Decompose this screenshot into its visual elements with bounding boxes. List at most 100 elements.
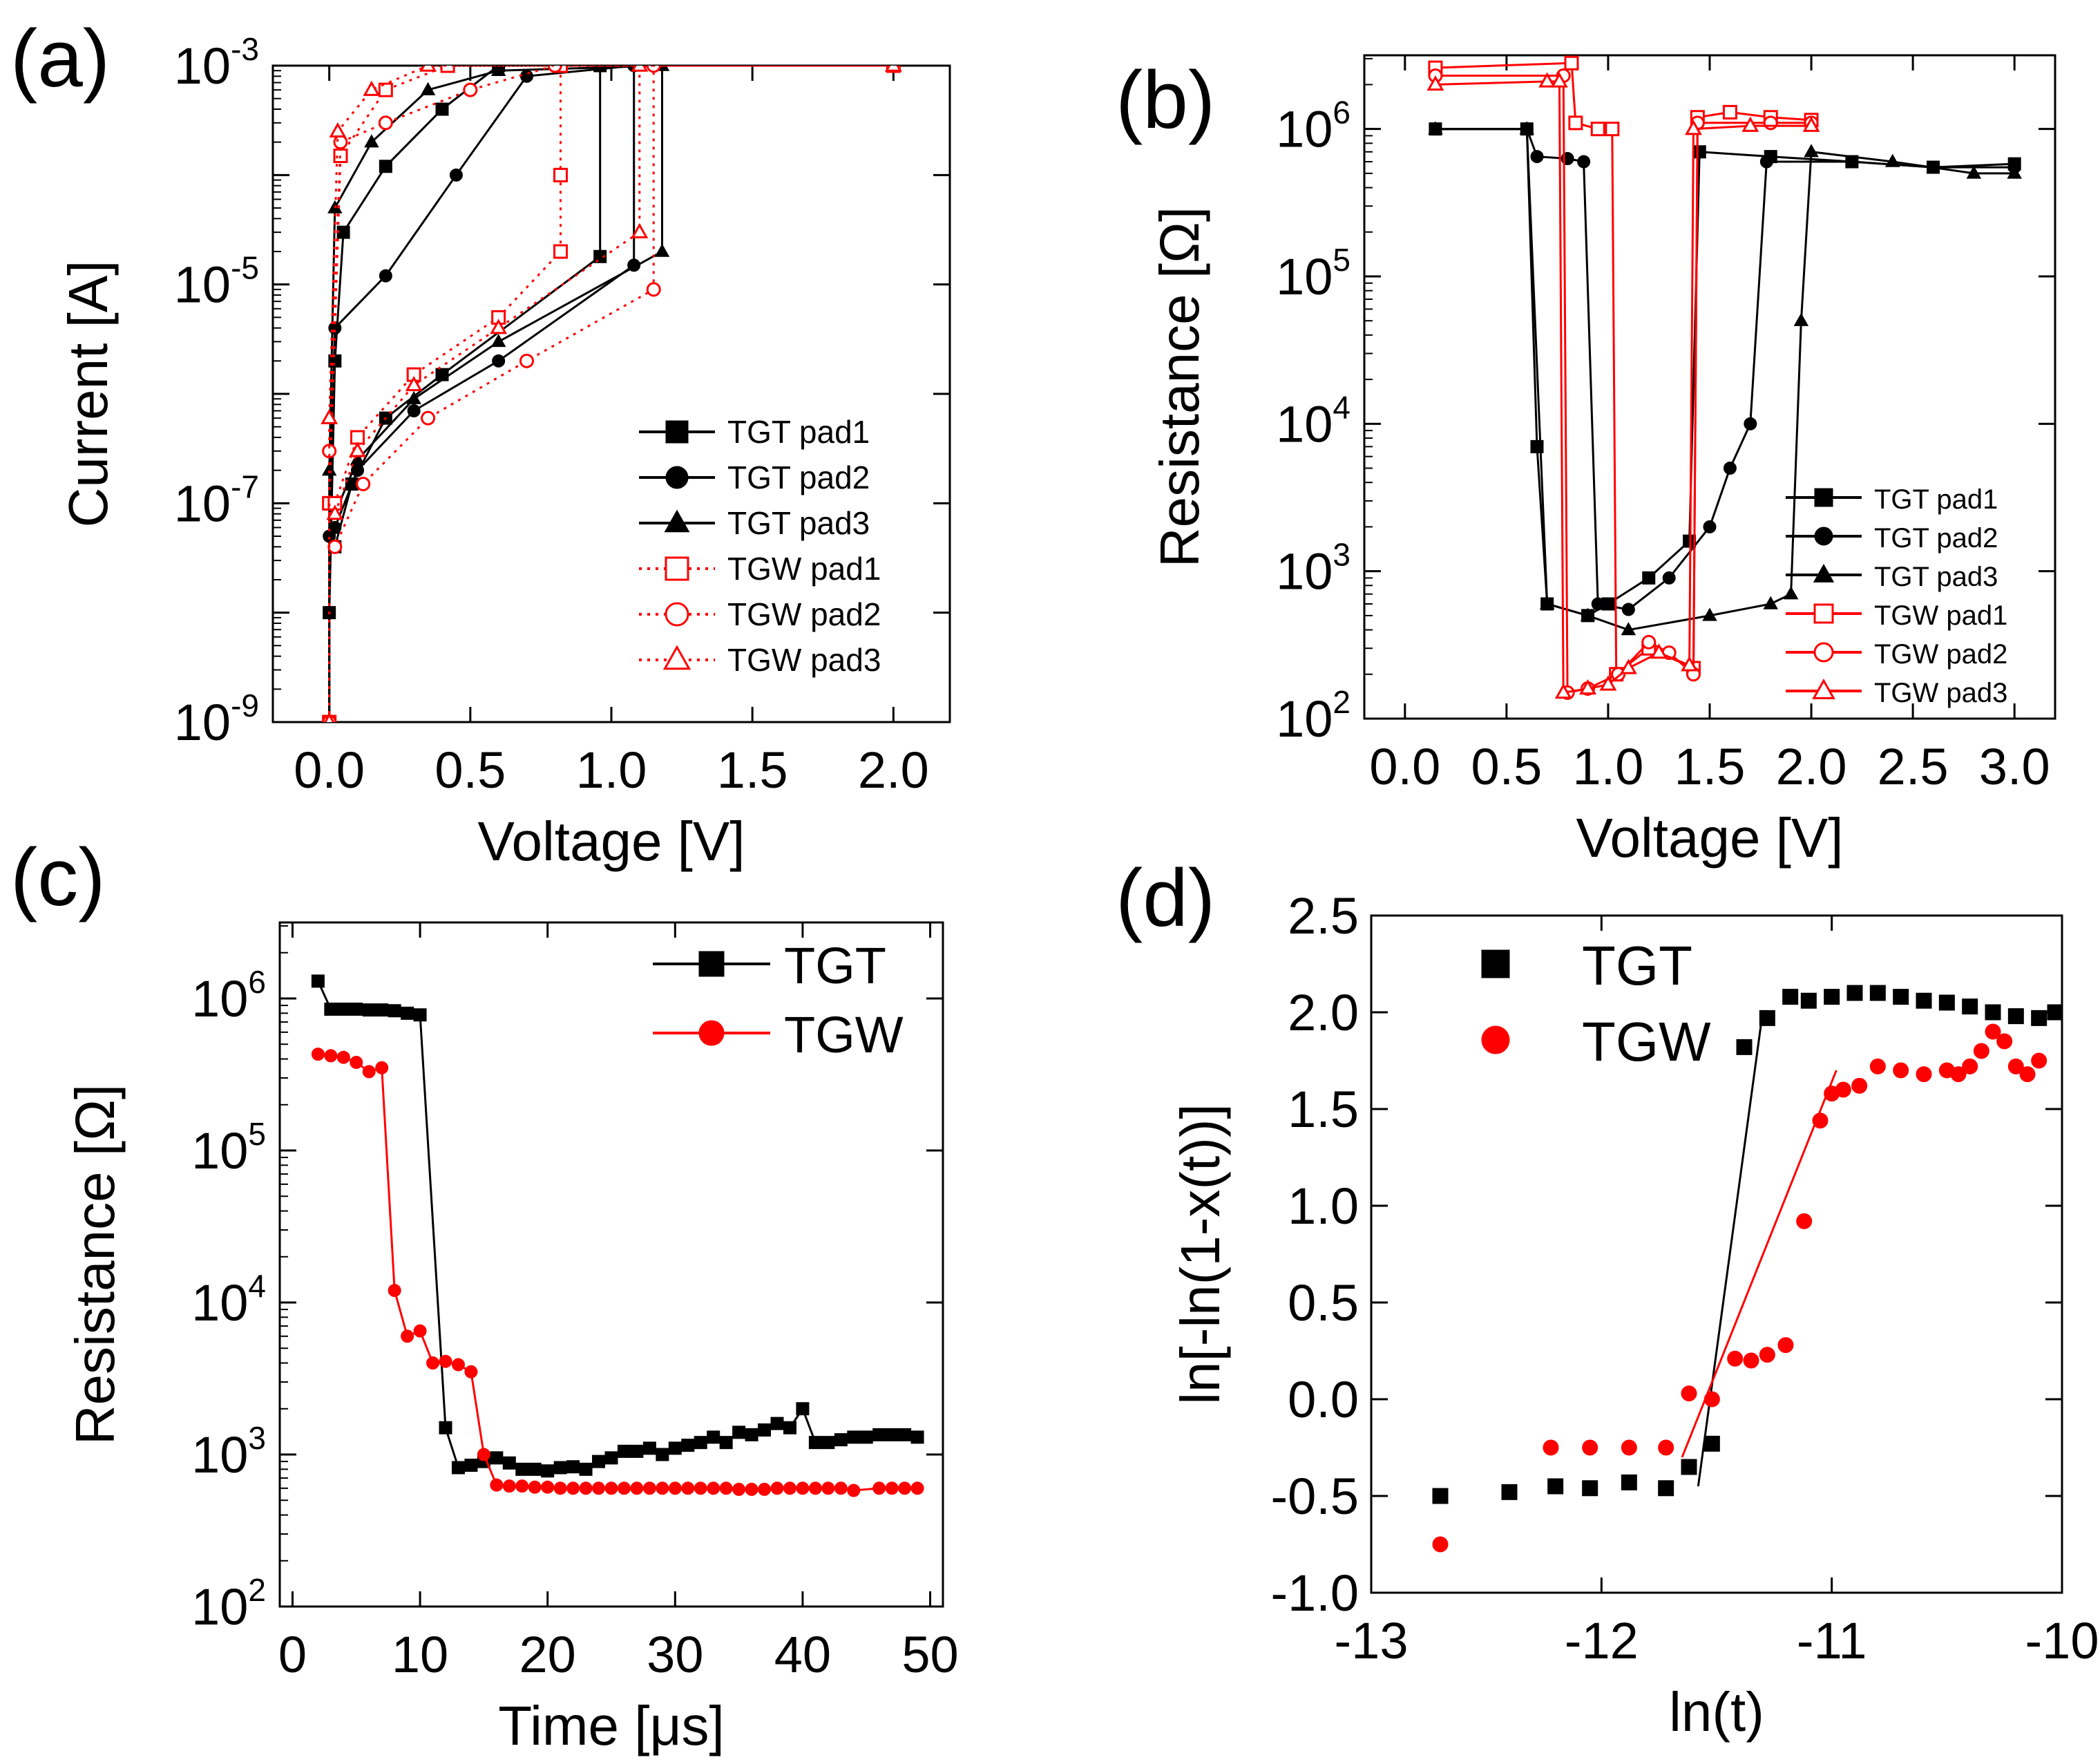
data-point: [451, 1358, 465, 1372]
data-point: [1744, 417, 1757, 430]
data-point: [1702, 607, 1717, 621]
legend-marker: [665, 556, 689, 581]
data-point: [1723, 462, 1737, 475]
legend-label: TGT pad1: [1874, 484, 1998, 515]
data-point: [1893, 989, 1909, 1005]
data-point: [388, 1004, 401, 1018]
legend-marker: [665, 602, 689, 627]
data-point: [420, 82, 436, 95]
series-tgt: [311, 974, 924, 1478]
data-point: [321, 408, 338, 424]
data-point: [1432, 1536, 1449, 1553]
data-point: [654, 243, 670, 257]
data-point: [1824, 989, 1840, 1005]
legend-label: TGT: [784, 937, 886, 994]
data-point: [311, 974, 325, 988]
data-point: [311, 1048, 325, 1061]
data-point: [681, 1481, 695, 1495]
data-point: [745, 1482, 758, 1496]
data-point: [421, 410, 436, 426]
x-tick-label: 40: [774, 1626, 831, 1683]
legend: TGT pad1 TGT pad2 TGT pad3 TGW pad1 TGW pad2…: [639, 414, 881, 678]
data-point: [694, 1481, 707, 1495]
data-point: [642, 1481, 656, 1495]
data-point: [1658, 1480, 1674, 1497]
panel-d-avrami-plot: (d) -13 -12 -11 -10 -1.0 -0.5 0.0 0.5 1.0 1.5 2.0 2.…: [1116, 853, 2099, 1743]
data-point: [321, 462, 337, 476]
data-point: [796, 1481, 810, 1495]
legend-label: TGW: [784, 1006, 904, 1063]
y-tick-label: 2.0: [1288, 984, 1359, 1041]
legend-label: TGT pad3: [1874, 562, 1998, 592]
x-tick-label: 2.5: [1878, 738, 1949, 795]
series-tgw-pad1: [1428, 55, 1819, 682]
data-point: [1743, 1352, 1759, 1369]
data-point: [322, 444, 337, 459]
data-point: [1641, 634, 1657, 650]
data-point: [898, 1428, 912, 1441]
data-point: [515, 1479, 529, 1493]
data-point: [375, 1061, 389, 1074]
data-point: [1985, 1004, 2001, 1021]
data-point: [336, 1003, 350, 1016]
data-point: [1800, 992, 1817, 1009]
x-tick-label: 0: [278, 1626, 307, 1683]
data-point: [631, 66, 649, 72]
data-point: [440, 66, 455, 73]
data-point: [350, 430, 365, 445]
legend-marker: [1814, 527, 1833, 546]
data-point: [770, 1417, 784, 1430]
data-point: [1577, 155, 1591, 169]
legend-marker: [1481, 949, 1510, 978]
data-point: [547, 66, 562, 73]
data-point: [1662, 571, 1676, 585]
data-point: [1621, 1474, 1637, 1490]
data-point: [1685, 120, 1702, 135]
y-tick-label: 103: [1276, 537, 1350, 600]
data-point: [872, 1428, 886, 1441]
data-point: [2019, 1066, 2036, 1083]
x-tick-label: 2.0: [858, 741, 929, 799]
data-point: [566, 1460, 580, 1474]
data-point: [719, 1436, 733, 1450]
data-point: [350, 1003, 363, 1016]
data-point: [1804, 144, 1819, 158]
data-point: [1996, 1033, 2013, 1050]
series-line: [1435, 75, 1812, 694]
data-point: [1727, 1350, 1744, 1367]
x-axis-label: Voltage [V]: [478, 811, 745, 872]
data-point: [604, 1481, 618, 1495]
data-point: [1759, 1347, 1775, 1363]
legend-marker: [1814, 488, 1833, 507]
y-tick-label: -0.5: [1270, 1468, 1359, 1525]
series-tgt: [1432, 985, 2062, 1504]
x-tick-label: 20: [519, 1626, 576, 1683]
x-tick-label: 0.0: [294, 741, 365, 799]
data-point: [1796, 1213, 1813, 1229]
data-point: [1543, 1439, 1559, 1456]
data-point: [336, 1050, 350, 1064]
data-point: [463, 82, 478, 97]
x-tick-label: -12: [1565, 1612, 1639, 1669]
data-point: [1538, 72, 1556, 88]
data-point: [378, 115, 393, 131]
data-point: [451, 1461, 465, 1475]
data-point: [1869, 1058, 1886, 1074]
y-tick-label: 10-3: [174, 31, 259, 95]
data-point: [1554, 683, 1572, 699]
x-tick-label: 0.0: [1369, 738, 1440, 795]
data-point: [1547, 1478, 1564, 1495]
data-point: [2007, 1058, 2024, 1074]
data-point: [1950, 1066, 1967, 1083]
data-point: [1763, 115, 1778, 131]
y-tick-label: 104: [1276, 389, 1350, 453]
legend-label: TGT pad2: [1874, 523, 1998, 553]
x-axis-label: Voltage [V]: [1576, 807, 1844, 869]
y-tick-label: 1.0: [1288, 1177, 1359, 1235]
data-point: [413, 1324, 427, 1338]
legend-label: TGW pad2: [1874, 639, 2007, 670]
data-point: [439, 1421, 452, 1434]
data-point: [646, 282, 661, 297]
data-point: [1782, 989, 1799, 1005]
data-point: [363, 80, 381, 96]
